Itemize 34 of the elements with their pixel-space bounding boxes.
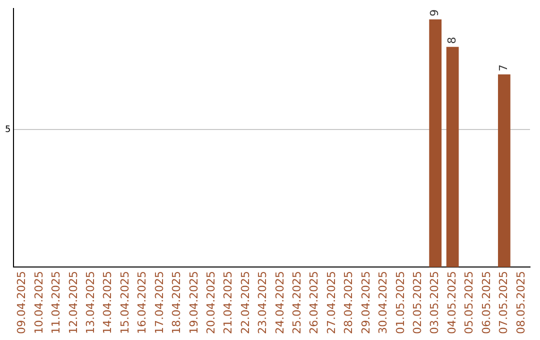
x-tick-label: 27.04.2025	[324, 271, 338, 334]
x-tick-label: 11.04.2025	[50, 271, 63, 334]
x-tick-label: 30.04.2025	[376, 271, 390, 334]
x-tick-label: 02.05.2025	[411, 271, 424, 334]
x-tick-label: 01.05.2025	[394, 271, 407, 334]
x-tick-label: 10.04.2025	[32, 271, 46, 334]
x-tick-label: 22.04.2025	[238, 271, 252, 334]
x-tick-label: 09.04.2025	[15, 271, 28, 334]
x-tick-label: 08.05.2025	[514, 271, 528, 334]
x-tick-label: 29.04.2025	[359, 271, 372, 334]
data-label: 9	[428, 9, 442, 16]
x-tick-label: 25.04.2025	[290, 271, 304, 334]
x-tick-label: 17.04.2025	[152, 271, 166, 334]
data-label: 8	[445, 36, 458, 44]
x-tick-label: 15.04.2025	[118, 271, 132, 334]
data-label: 7	[497, 64, 510, 72]
y-tick-label: 5	[4, 124, 11, 135]
x-tick-label: 03.05.2025	[428, 271, 442, 334]
x-tick-label: 05.05.2025	[462, 271, 476, 334]
x-tick-label: 26.04.2025	[308, 271, 321, 334]
x-tick-label: 07.05.2025	[497, 271, 510, 334]
x-tick-label: 28.04.2025	[342, 271, 356, 334]
x-tick-label: 12.04.2025	[66, 271, 80, 334]
x-tick-label: 13.04.2025	[84, 271, 98, 334]
x-tick-label: 24.04.2025	[273, 271, 286, 334]
x-tick-label: 14.04.2025	[101, 271, 114, 334]
x-tick-label: 23.04.2025	[256, 271, 270, 334]
x-tick-label: 06.05.2025	[480, 271, 493, 334]
x-tick-label: 16.04.2025	[136, 271, 149, 334]
x-tick-label: 04.05.2025	[445, 271, 458, 334]
x-tick-label: 21.04.2025	[222, 271, 235, 334]
x-tick-label: 18.04.2025	[170, 271, 184, 334]
x-tick-label: 19.04.2025	[187, 271, 200, 334]
x-tick-label: 20.04.2025	[204, 271, 218, 334]
